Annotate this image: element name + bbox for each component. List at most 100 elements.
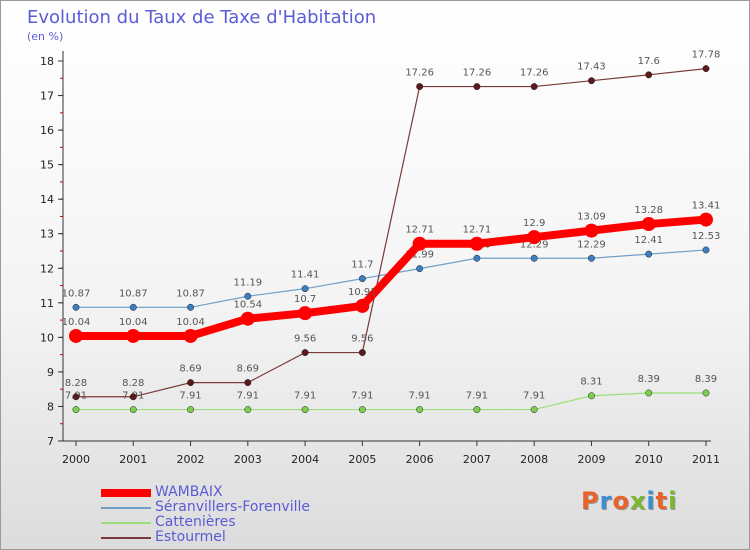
data-label: 9.56: [351, 334, 373, 345]
data-label: 11.7: [351, 260, 373, 271]
data-label: 11.19: [233, 277, 262, 288]
data-point: [358, 406, 366, 414]
x-tick-label: 2006: [406, 453, 434, 466]
data-label: 17.6: [638, 56, 660, 67]
data-label: 13.09: [577, 212, 606, 223]
y-tick-label: 9: [47, 366, 54, 379]
series-line: [76, 68, 707, 398]
legend-swatch: [101, 522, 151, 524]
data-point: [355, 298, 370, 313]
series-line: [76, 392, 706, 411]
data-label: 10.87: [119, 288, 148, 299]
data-label: 10.87: [62, 288, 91, 299]
data-label: 13.41: [692, 201, 721, 212]
y-tick-label: 16: [40, 124, 54, 137]
x-tick-label: 2009: [577, 453, 605, 466]
logo-letter: P: [581, 487, 600, 515]
data-point: [129, 393, 137, 401]
y-tick-label: 8: [47, 400, 54, 413]
x-tick-label: 2004: [291, 453, 319, 466]
data-label: 7.91: [523, 391, 545, 402]
data-point: [183, 328, 198, 343]
data-label: 12.29: [577, 239, 606, 250]
data-label: 8.39: [695, 374, 717, 385]
data-point: [301, 285, 309, 293]
legend-label: Estourmel: [155, 529, 226, 545]
data-point: [129, 303, 137, 311]
data-point: [645, 389, 653, 397]
data-label: 11.41: [291, 270, 320, 281]
data-label: 17.26: [405, 68, 434, 79]
data-point: [244, 406, 252, 414]
legend-swatch: [101, 507, 151, 509]
data-label: 17.26: [463, 68, 492, 79]
data-label: 17.78: [692, 50, 721, 61]
data-label: 12.41: [634, 235, 663, 246]
data-label: 12.29: [520, 239, 549, 250]
data-label: 7.91: [466, 391, 488, 402]
data-point: [358, 275, 366, 283]
y-tick-label: 15: [40, 159, 54, 172]
legend-swatch: [101, 489, 151, 497]
legend-item: Estourmel: [101, 529, 361, 545]
data-point: [588, 392, 595, 400]
data-point: [473, 254, 481, 262]
data-point: [645, 71, 653, 79]
data-label: 7.91: [294, 391, 316, 402]
data-point: [129, 406, 137, 414]
x-tick-label: 2000: [62, 453, 90, 466]
data-point: [588, 254, 595, 262]
data-point: [244, 379, 252, 387]
data-point: [187, 406, 194, 414]
data-label: 7.91: [237, 391, 259, 402]
logo-letter: r: [599, 487, 613, 515]
series-estourmel: 8.28 8.28 8.69 8.69 9.56 9.56 17.26 17.26 17.26 1…: [65, 50, 721, 401]
data-point: [588, 77, 595, 85]
legend-item: Séranvillers-Forenville: [101, 499, 361, 515]
data-label: 7.91: [351, 391, 373, 402]
data-label: 8.28: [65, 378, 87, 389]
proxiti-logo: Proxiti: [581, 487, 677, 515]
data-point: [527, 230, 542, 245]
chart-title: Evolution du Taux de Taxe d'Habitation: [27, 7, 377, 28]
data-label: 10.04: [119, 317, 148, 328]
data-point: [298, 306, 313, 321]
data-point: [699, 212, 713, 227]
data-point: [469, 236, 484, 251]
data-point: [641, 217, 656, 232]
data-label: 12.53: [692, 231, 721, 242]
data-point: [69, 328, 83, 343]
data-point: [72, 393, 80, 401]
legend-item: WAMBAIX: [101, 484, 361, 500]
legend-label: Cattenières: [155, 514, 236, 530]
data-point: [416, 265, 424, 273]
data-point: [473, 406, 481, 414]
chart-legend: WAMBAIX Séranvillers-Forenville Cattenière…: [101, 484, 361, 545]
x-tick-label: 2005: [348, 453, 376, 466]
data-point: [530, 83, 538, 91]
data-label: 8.69: [179, 364, 201, 375]
y-tick-label: 14: [40, 193, 54, 206]
data-label: 7.91: [179, 391, 201, 402]
data-label: 8.69: [237, 364, 259, 375]
data-label: 17.43: [577, 62, 606, 73]
data-point: [473, 83, 481, 91]
data-label: 10.87: [176, 288, 205, 299]
data-point: [301, 349, 309, 357]
data-label: 10.04: [62, 317, 91, 328]
data-point: [240, 311, 255, 326]
data-point: [584, 223, 599, 238]
data-point: [301, 406, 309, 414]
legend-label: WAMBAIX: [155, 484, 223, 500]
data-label: 8.31: [580, 377, 602, 388]
data-point: [530, 406, 538, 414]
data-label: 10.91: [348, 287, 377, 298]
y-tick-label: 13: [40, 228, 54, 241]
data-label: 12.9: [523, 218, 545, 229]
legend-swatch: [101, 537, 151, 539]
legend-item: Cattenières: [101, 514, 361, 530]
logo-letter: t: [655, 487, 669, 515]
data-point: [645, 250, 653, 258]
legend-label: Séranvillers-Forenville: [155, 499, 310, 515]
